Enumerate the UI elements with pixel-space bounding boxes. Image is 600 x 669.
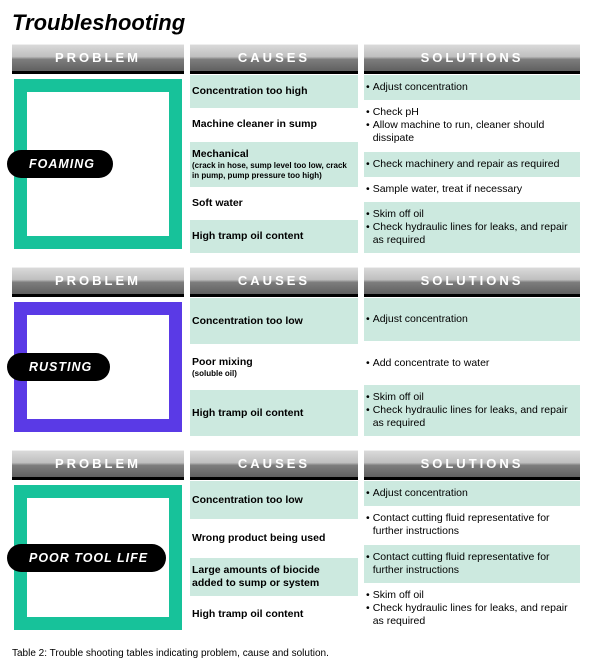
solution-cell: Adjust concentration <box>364 481 580 506</box>
solutions-header: SOLUTIONS <box>364 450 580 477</box>
cause-text: Mechanical <box>192 148 352 161</box>
header-row: PROBLEMCAUSESSOLUTIONS <box>12 450 588 477</box>
section-body: FOAMING Concentration too high Machine cle… <box>12 75 588 253</box>
causes-column: Concentration too high Machine cleaner in… <box>190 75 358 253</box>
cause-cell: High tramp oil content <box>190 596 358 634</box>
solution-item: Check hydraulic lines for leaks, and rep… <box>366 221 574 247</box>
solution-item: Adjust concentration <box>366 313 574 326</box>
cause-subtext: (crack in hose, sump level too low, crac… <box>192 161 352 181</box>
cause-subtext: (soluble oil) <box>192 369 352 379</box>
solution-cell: Adjust concentration <box>364 298 580 341</box>
solutions-column: Adjust concentration Contact cutting flui… <box>364 481 580 634</box>
header-row: PROBLEMCAUSESSOLUTIONS <box>12 44 588 71</box>
problem-column: POOR TOOL LIFE <box>12 481 184 634</box>
solution-item: Add concentrate to water <box>366 357 574 370</box>
problem-header: PROBLEM <box>12 450 184 477</box>
solution-item: Sample water, treat if necessary <box>366 183 574 196</box>
solution-cell: Check pHAllow machine to run, cleaner sh… <box>364 100 580 151</box>
solution-cell: Adjust concentration <box>364 75 580 100</box>
header-row: PROBLEMCAUSESSOLUTIONS <box>12 267 588 294</box>
solution-item: Check pH <box>366 106 574 119</box>
problem-header: PROBLEM <box>12 267 184 294</box>
solution-item: Check hydraulic lines for leaks, and rep… <box>366 404 574 430</box>
cause-text: Concentration too high <box>192 85 352 98</box>
problem-column: FOAMING <box>12 75 184 253</box>
solution-item: Check hydraulic lines for leaks, and rep… <box>366 602 574 628</box>
problem-label: FOAMING <box>7 150 113 178</box>
cause-text: Poor mixing <box>192 356 352 369</box>
section: PROBLEMCAUSESSOLUTIONSFOAMINGConcentrati… <box>12 44 588 253</box>
solutions-header: SOLUTIONS <box>364 44 580 71</box>
section: PROBLEMCAUSESSOLUTIONSRUSTINGConcentrati… <box>12 267 588 436</box>
problem-frame: FOAMING <box>14 79 182 249</box>
section: PROBLEMCAUSESSOLUTIONSPOOR TOOL LIFEConc… <box>12 450 588 634</box>
cause-text: Soft water <box>192 197 352 210</box>
cause-cell: Mechanical (crack in hose, sump level to… <box>190 142 358 187</box>
solution-cell: Skim off oilCheck hydraulic lines for le… <box>364 202 580 253</box>
cause-text: High tramp oil content <box>192 230 352 243</box>
cause-text: High tramp oil content <box>192 407 352 420</box>
causes-header: CAUSES <box>190 44 358 71</box>
cause-text: Concentration too low <box>192 315 352 328</box>
cause-cell: High tramp oil content <box>190 220 358 253</box>
cause-cell: Soft water <box>190 187 358 220</box>
solutions-header: SOLUTIONS <box>364 267 580 294</box>
solution-item: Allow machine to run, cleaner should dis… <box>366 119 574 145</box>
solution-cell: Skim off oilCheck hydraulic lines for le… <box>364 385 580 436</box>
solution-item: Contact cutting fluid representative for… <box>366 551 574 577</box>
solutions-column: Adjust concentration Add concentrate to w… <box>364 298 580 436</box>
solution-item: Adjust concentration <box>366 487 574 500</box>
problem-label: RUSTING <box>7 353 110 381</box>
page-title: Troubleshooting <box>12 10 588 36</box>
cause-cell: Concentration too low <box>190 298 358 344</box>
cause-text: Machine cleaner in sump <box>192 118 352 131</box>
solution-cell: Add concentrate to water <box>364 341 580 384</box>
causes-column: Concentration too low Wrong product being… <box>190 481 358 634</box>
solution-item: Check machinery and repair as required <box>366 158 574 171</box>
problem-frame: POOR TOOL LIFE <box>14 485 182 630</box>
solution-item: Contact cutting fluid representative for… <box>366 512 574 538</box>
section-body: RUSTING Concentration too low Poor mixing … <box>12 298 588 436</box>
solution-item: Adjust concentration <box>366 81 574 94</box>
causes-header: CAUSES <box>190 267 358 294</box>
problem-header: PROBLEM <box>12 44 184 71</box>
cause-cell: Wrong product being used <box>190 519 358 557</box>
cause-text: Large amounts of biocide added to sump o… <box>192 564 352 590</box>
causes-header: CAUSES <box>190 450 358 477</box>
solution-cell: Skim off oilCheck hydraulic lines for le… <box>364 583 580 634</box>
table-caption: Table 2: Trouble shooting tables indicat… <box>12 648 588 659</box>
cause-cell: Poor mixing (soluble oil) <box>190 344 358 390</box>
solution-item: Skim off oil <box>366 391 574 404</box>
problem-column: RUSTING <box>12 298 184 436</box>
cause-cell: Large amounts of biocide added to sump o… <box>190 558 358 596</box>
solution-item: Skim off oil <box>366 589 574 602</box>
solution-cell: Contact cutting fluid representative for… <box>364 545 580 583</box>
cause-cell: Machine cleaner in sump <box>190 108 358 141</box>
cause-cell: Concentration too low <box>190 481 358 519</box>
sections-container: PROBLEMCAUSESSOLUTIONSFOAMINGConcentrati… <box>12 44 588 634</box>
cause-text: Wrong product being used <box>192 532 352 545</box>
cause-text: High tramp oil content <box>192 608 352 621</box>
solutions-column: Adjust concentration Check pHAllow machin… <box>364 75 580 253</box>
solution-cell: Contact cutting fluid representative for… <box>364 506 580 544</box>
causes-column: Concentration too low Poor mixing (solubl… <box>190 298 358 436</box>
problem-frame: RUSTING <box>14 302 182 432</box>
solution-cell: Check machinery and repair as required <box>364 152 580 177</box>
cause-cell: Concentration too high <box>190 75 358 108</box>
section-body: POOR TOOL LIFE Concentration too low Wrong… <box>12 481 588 634</box>
solution-cell: Sample water, treat if necessary <box>364 177 580 202</box>
cause-text: Concentration too low <box>192 494 352 507</box>
solution-item: Skim off oil <box>366 208 574 221</box>
problem-label: POOR TOOL LIFE <box>7 544 166 572</box>
cause-cell: High tramp oil content <box>190 390 358 436</box>
